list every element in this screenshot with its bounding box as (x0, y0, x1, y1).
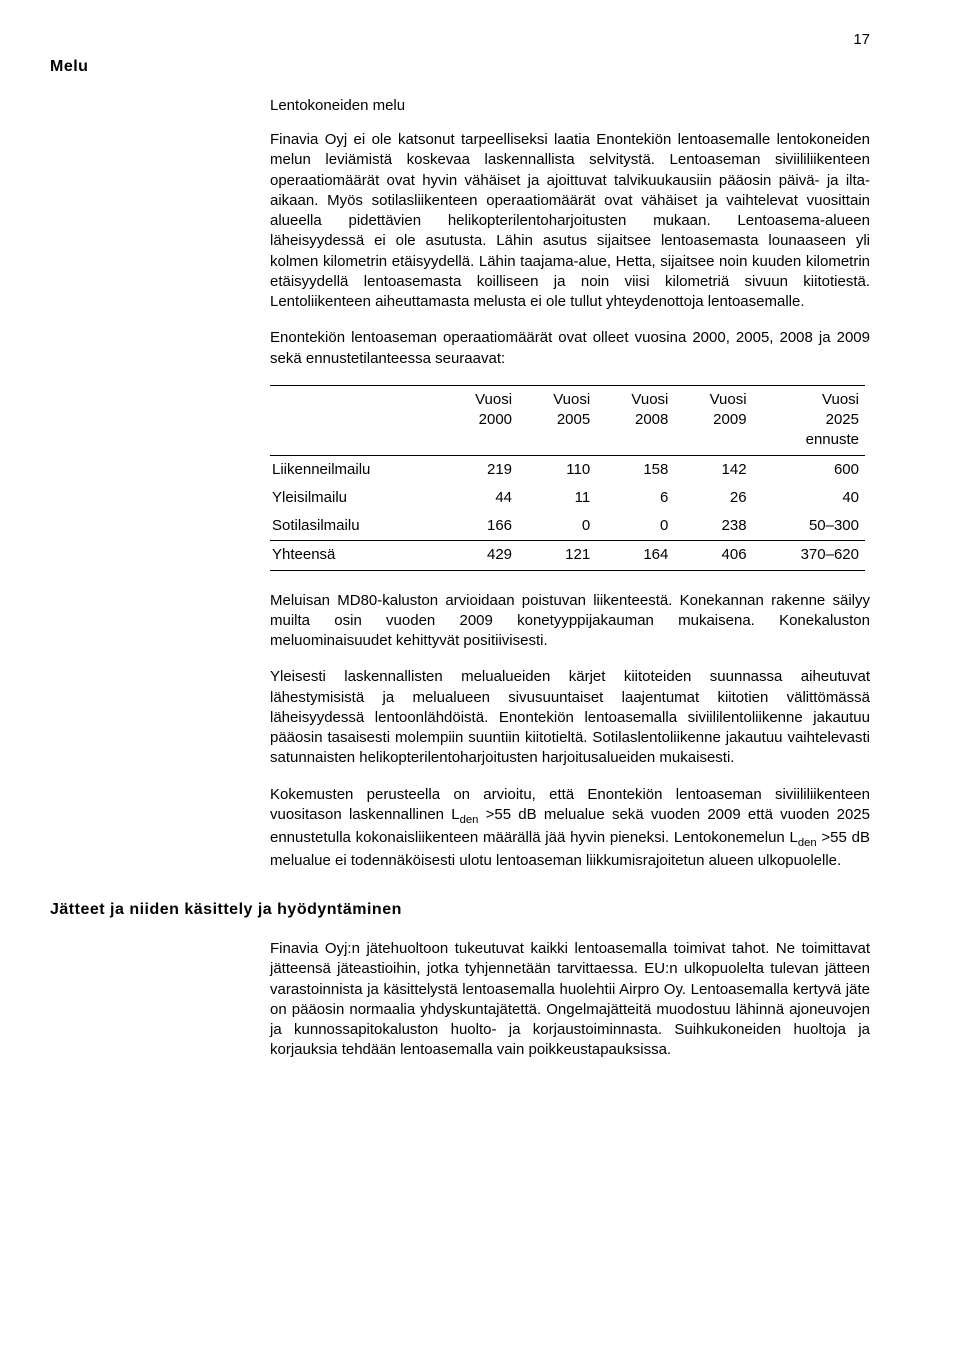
table-row-total: Yhteensä 429 121 164 406 370–620 (270, 541, 865, 570)
table-cell: 40 (753, 484, 865, 512)
table-cell: 121 (518, 541, 596, 570)
table-cell: 158 (596, 455, 674, 484)
table-cell: 0 (518, 512, 596, 541)
table-cell: 6 (596, 484, 674, 512)
table-header-2005: Vuosi2005 (518, 385, 596, 455)
table-header-2008: Vuosi2008 (596, 385, 674, 455)
paragraph-3: Meluisan MD80-kaluston arvioidaan poistu… (270, 591, 870, 652)
table-cell: Liikenneilmailu (270, 455, 440, 484)
table-cell: 142 (674, 455, 752, 484)
table-cell: 0 (596, 512, 674, 541)
paragraph-2: Enontekiön lentoaseman operaatiomäärät o… (270, 328, 870, 369)
section-heading-noise: Melu (50, 56, 870, 78)
table-cell: Yhteensä (270, 541, 440, 570)
table-cell: 164 (596, 541, 674, 570)
table-row: Yleisilmailu 44 11 6 26 40 (270, 484, 865, 512)
table-row: Sotilasilmailu 166 0 0 238 50–300 (270, 512, 865, 541)
table-header-blank (270, 385, 440, 455)
section-heading-waste: Jätteet ja niiden käsittely ja hyödyntäm… (50, 899, 870, 921)
operations-table: Vuosi2000 Vuosi2005 Vuosi2008 Vuosi2009 … (270, 385, 865, 571)
table-cell: 50–300 (753, 512, 865, 541)
table-cell: 219 (440, 455, 518, 484)
table-cell: 26 (674, 484, 752, 512)
table-header-row: Vuosi2000 Vuosi2005 Vuosi2008 Vuosi2009 … (270, 385, 865, 455)
table-cell: 406 (674, 541, 752, 570)
table-header-2009: Vuosi2009 (674, 385, 752, 455)
subsection-heading-aircraft-noise: Lentokoneiden melu (270, 96, 870, 116)
table-header-2000: Vuosi2000 (440, 385, 518, 455)
page-number: 17 (50, 30, 870, 50)
paragraph-5: Kokemusten perusteella on arvioitu, että… (270, 785, 870, 872)
table-cell: 600 (753, 455, 865, 484)
table-cell: 110 (518, 455, 596, 484)
table-cell: 166 (440, 512, 518, 541)
table-cell: Sotilasilmailu (270, 512, 440, 541)
table-cell: 44 (440, 484, 518, 512)
table-cell: Yleisilmailu (270, 484, 440, 512)
table-cell: 238 (674, 512, 752, 541)
table-cell: 11 (518, 484, 596, 512)
paragraph-4: Yleisesti laskennallisten melualueiden k… (270, 667, 870, 768)
paragraph-6: Finavia Oyj:n jätehuoltoon tukeutuvat ka… (270, 939, 870, 1061)
table-cell: 429 (440, 541, 518, 570)
table-cell: 370–620 (753, 541, 865, 570)
table-row: Liikenneilmailu 219 110 158 142 600 (270, 455, 865, 484)
table-header-2025: Vuosi2025ennuste (753, 385, 865, 455)
paragraph-1: Finavia Oyj ei ole katsonut tarpeellisek… (270, 130, 870, 312)
